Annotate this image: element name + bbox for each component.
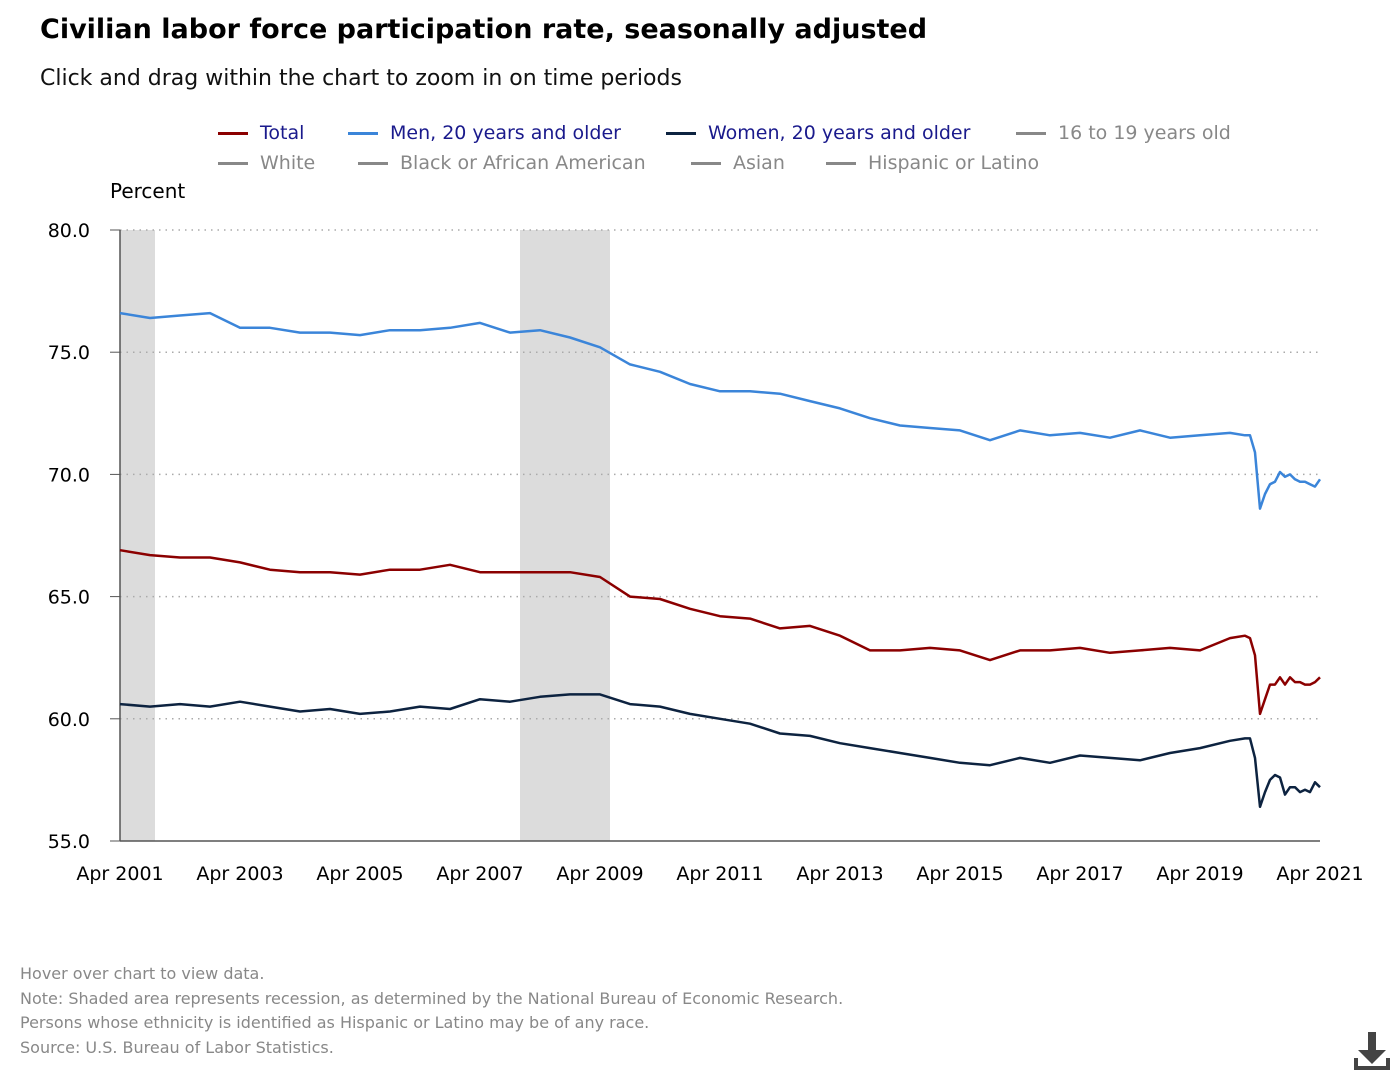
gridlines <box>110 229 1320 842</box>
legend-swatch-16-19 <box>1016 131 1046 135</box>
x-tick-label-apr-2007: Apr 2007 <box>436 863 523 885</box>
legend-swatch-women <box>666 131 696 135</box>
footer-notes: Hover over chart to view data. Note: Sha… <box>20 962 843 1060</box>
legend-item-total[interactable]: Total <box>218 122 304 144</box>
legend-item-asian[interactable]: Asian <box>691 152 785 174</box>
x-tick-label-apr-2009: Apr 2009 <box>556 863 643 885</box>
recession-shading <box>120 230 610 841</box>
x-tick-label-apr-2011: Apr 2011 <box>676 863 763 885</box>
chart-title: Civilian labor force participation rate,… <box>40 14 928 45</box>
y-tick-label-55.0: 55.0 <box>48 831 90 853</box>
chart-subtitle: Click and drag within the chart to zoom … <box>40 66 682 91</box>
x-tick-label-apr-2021: Apr 2021 <box>1276 863 1363 885</box>
legend-swatch-white <box>218 161 248 165</box>
line-chart[interactable]: 55.060.065.070.075.080.0 Apr 2001 Apr 200… <box>0 0 1400 900</box>
x-tick-label-apr-2019: Apr 2019 <box>1156 863 1243 885</box>
y-tick-label-80.0: 80.0 <box>48 220 90 242</box>
legend-label-total: Total <box>260 122 305 144</box>
x-tick-label-apr-2001: Apr 2001 <box>76 863 163 885</box>
y-tick-label-70.0: 70.0 <box>48 464 90 486</box>
recession-band-2 <box>520 230 610 841</box>
y-tick-label-60.0: 60.0 <box>48 709 90 731</box>
series-line-men-20-plus[interactable] <box>119 311 1322 510</box>
y-tick-label-65.0: 65.0 <box>48 587 90 609</box>
y-tick-label-75.0: 75.0 <box>48 342 90 364</box>
footer-hover-text: Hover over chart to view data. <box>20 964 265 983</box>
y-tick-labels: 55.0 60.0 65.0 70.0 75.0 80.0 <box>48 220 90 853</box>
series-lines <box>119 311 1322 809</box>
legend-swatch-total <box>218 131 248 135</box>
legend-item-black[interactable]: Black or African American <box>358 152 646 174</box>
x-tick-labels: Apr 2001 Apr 2003 Apr 2005 Apr 2007 Apr 2009… <box>76 863 1363 885</box>
x-tick-label-apr-2017: Apr 2017 <box>1036 863 1123 885</box>
legend-row-2: White Black or African American Asian Hi… <box>0 152 1400 180</box>
legend-item-men[interactable]: Men, 20 years and older <box>348 122 621 144</box>
y-axis-unit-label: Percent <box>110 179 186 203</box>
legend-label-asian: Asian <box>733 152 785 174</box>
download-icon[interactable] <box>1352 1030 1392 1074</box>
footer-source-text: Source: U.S. Bureau of Labor Statistics. <box>20 1037 334 1057</box>
legend-item-16-19[interactable]: 16 to 19 years old <box>1016 122 1231 144</box>
legend-label-hispanic: Hispanic or Latino <box>868 152 1040 174</box>
recession-band-1 <box>120 230 155 841</box>
footer-ethnicity-text: Persons whose ethnicity is identified as… <box>20 1013 650 1032</box>
legend-item-white[interactable]: White <box>218 152 315 174</box>
legend-label-black: Black or African American <box>400 152 646 174</box>
legend-swatch-men <box>348 131 378 135</box>
legend-item-women[interactable]: Women, 20 years and older <box>666 122 970 144</box>
x-tick-label-apr-2013: Apr 2013 <box>796 863 883 885</box>
x-tick-label-apr-2015: Apr 2015 <box>916 863 1003 885</box>
legend-swatch-black <box>358 161 388 165</box>
series-line-total[interactable] <box>119 548 1321 716</box>
legend-item-hispanic[interactable]: Hispanic or Latino <box>826 152 1039 174</box>
legend-row-1: Total Men, 20 years and older Women, 20 … <box>0 122 1400 150</box>
axes <box>119 230 1320 842</box>
legend-label-men: Men, 20 years and older <box>390 122 621 144</box>
legend-label-women: Women, 20 years and older <box>708 122 971 144</box>
legend-label-white: White <box>260 152 316 174</box>
series-line-women-20-plus[interactable] <box>119 693 1321 809</box>
x-tick-label-apr-2003: Apr 2003 <box>196 863 283 885</box>
footer-note-text: Note: Shaded area represents recession, … <box>20 988 844 1008</box>
x-tick-label-apr-2005: Apr 2005 <box>316 863 403 885</box>
legend-swatch-asian <box>691 161 721 165</box>
legend-label-16-19: 16 to 19 years old <box>1058 122 1231 144</box>
legend-swatch-hispanic <box>826 161 856 165</box>
